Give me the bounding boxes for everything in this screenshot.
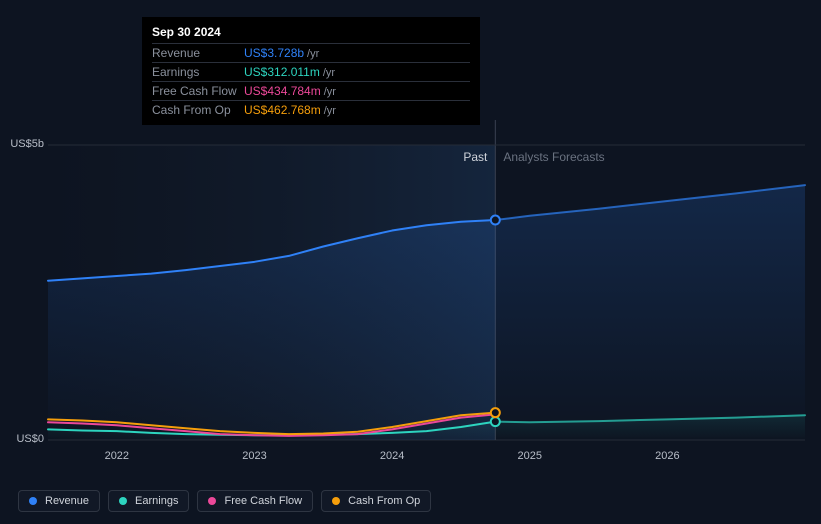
legend-item-cash-from-op[interactable]: Cash From Op [321,490,431,512]
forecast-label: Analysts Forecasts [503,150,604,164]
tooltip-row-value: US$462.768m [244,103,321,117]
legend-dot-icon [208,497,216,505]
tooltip: Sep 30 2024 RevenueUS$3.728b/yrEarningsU… [142,17,480,125]
tooltip-row: Free Cash FlowUS$434.784m/yr [152,81,470,100]
legend-dot-icon [332,497,340,505]
tooltip-row-label: Cash From Op [152,103,244,117]
tooltip-row-unit: /yr [307,48,319,60]
x-tick-label: 2023 [242,450,266,462]
tooltip-row-value: US$3.728b [244,46,304,60]
legend-item-label: Earnings [135,495,178,507]
tooltip-row-value: US$312.011m [244,65,320,79]
tooltip-row: EarningsUS$312.011m/yr [152,62,470,81]
legend-item-revenue[interactable]: Revenue [18,490,100,512]
tooltip-row: RevenueUS$3.728b/yr [152,43,470,62]
x-tick-label: 2022 [105,450,129,462]
tooltip-row-label: Earnings [152,65,244,79]
legend-item-free-cash-flow[interactable]: Free Cash Flow [197,490,313,512]
x-tick-label: 2024 [380,450,404,462]
y-tick-label: US$5b [4,138,44,150]
tooltip-row-value: US$434.784m [244,84,321,98]
legend-item-label: Free Cash Flow [224,495,302,507]
tooltip-row-unit: /yr [323,67,335,79]
legend-item-label: Cash From Op [348,495,420,507]
x-tick-label: 2025 [517,450,541,462]
tooltip-row: Cash From OpUS$462.768m/yr [152,100,470,119]
tooltip-row-label: Revenue [152,46,244,60]
y-tick-label: US$0 [4,433,44,445]
tooltip-row-unit: /yr [324,105,336,117]
tooltip-row-unit: /yr [324,86,336,98]
legend-dot-icon [29,497,37,505]
legend: Revenue Earnings Free Cash Flow Cash From O… [18,490,431,512]
tooltip-date: Sep 30 2024 [152,25,470,43]
legend-dot-icon [119,497,127,505]
legend-item-earnings[interactable]: Earnings [108,490,189,512]
past-label: Past [463,150,487,164]
legend-item-label: Revenue [45,495,89,507]
tooltip-row-label: Free Cash Flow [152,84,244,98]
x-tick-label: 2026 [655,450,679,462]
